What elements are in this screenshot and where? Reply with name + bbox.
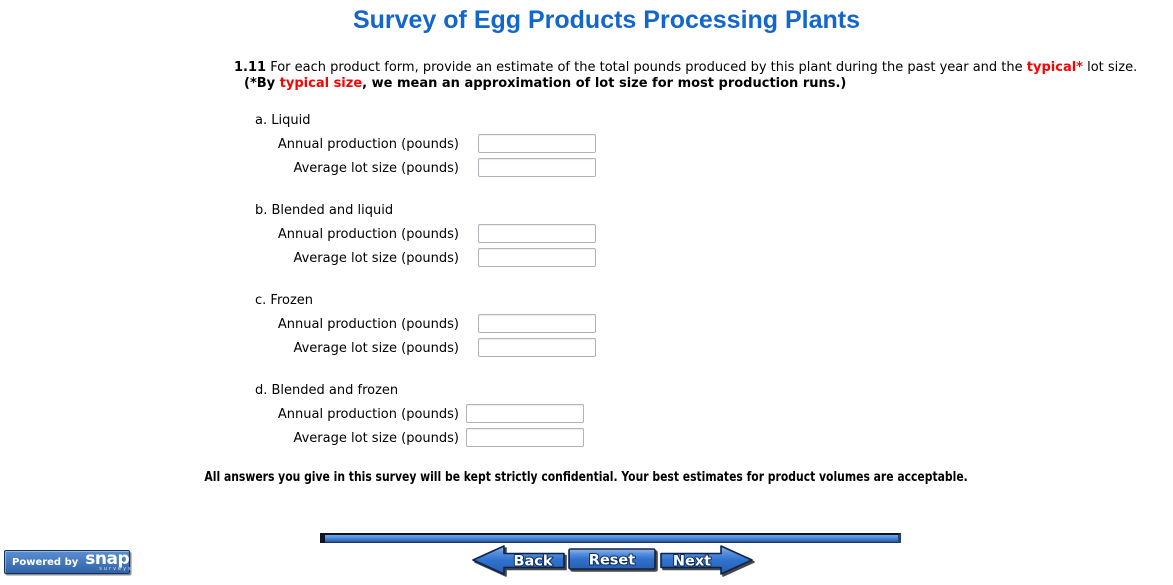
question-text: 1.11 For each product form, provide an e… (234, 60, 1137, 75)
field-label: Annual production (pounds) (277, 227, 459, 242)
field-label: Average lot size (pounds) (293, 431, 459, 446)
blended-frozen-average-lot-size-input[interactable] (466, 428, 584, 447)
field-label: Average lot size (pounds) (293, 251, 459, 266)
question-number: 1.11 (234, 60, 267, 75)
back-button[interactable]: Back (472, 544, 566, 576)
section-label-frozen: c. Frozen (255, 293, 314, 308)
frozen-annual-production-input[interactable] (478, 314, 596, 333)
note-red-term: typical size (279, 76, 363, 91)
trademark-mark: ™ (129, 550, 136, 558)
field-label: Annual production (pounds) (277, 407, 459, 422)
back-button-label: Back (513, 554, 552, 570)
blended-liquid-annual-production-input[interactable] (478, 224, 596, 243)
reset-shape (568, 548, 656, 570)
confidentiality-note: All answers you give in this survey will… (204, 469, 969, 485)
powered-by-label: Powered by (12, 556, 79, 568)
section-label-blended-frozen: d. Blended and frozen (255, 383, 399, 398)
back-arrow-shape (472, 545, 565, 575)
field-label: Annual production (pounds) (277, 317, 459, 332)
next-button-label: Next (673, 554, 711, 570)
nav-divider-bar (320, 533, 901, 543)
liquid-annual-production-input[interactable] (478, 134, 596, 153)
reset-button[interactable]: Reset (568, 547, 658, 573)
field-label: Annual production (pounds) (277, 137, 459, 152)
field-label: Average lot size (pounds) (293, 341, 459, 356)
frozen-average-lot-size-input[interactable] (478, 338, 596, 357)
powered-by-snap-badge[interactable]: Powered by snap™ surveys (4, 550, 135, 574)
question-body-end: lot size. (1082, 60, 1138, 75)
snap-brand-text: snap (85, 548, 130, 569)
field-label: Average lot size (pounds) (293, 161, 459, 176)
section-label-blended-liquid: b. Blended and liquid (255, 203, 394, 218)
page-title: Survey of Egg Products Processing Plants (352, 6, 861, 34)
next-button[interactable]: Next (659, 544, 753, 576)
reset-button-label: Reset (589, 553, 635, 569)
section-label-liquid: a. Liquid (255, 113, 311, 128)
note-rest: , we mean an approximation of lot size f… (362, 76, 847, 91)
question-note: (*By typical size, we mean an approximat… (244, 76, 846, 91)
question-body: For each product form, provide an estima… (266, 60, 1027, 75)
snap-logo: snap™ surveys (85, 548, 136, 573)
blended-frozen-annual-production-input[interactable] (466, 404, 584, 423)
note-open: (*By (244, 76, 280, 91)
blended-liquid-average-lot-size-input[interactable] (478, 248, 596, 267)
snap-surveys-text: surveys (99, 566, 133, 573)
question-red-term: typical* (1026, 60, 1083, 75)
next-arrow-shape (660, 545, 753, 575)
liquid-average-lot-size-input[interactable] (478, 158, 596, 177)
